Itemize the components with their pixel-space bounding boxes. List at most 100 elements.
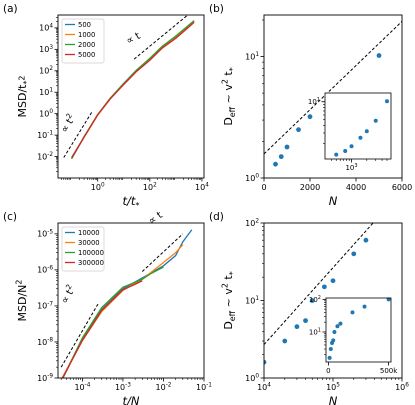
legend-entry: 100000 xyxy=(78,249,104,257)
legend-entry: 2000 xyxy=(78,41,95,49)
inset-data-point xyxy=(349,144,354,149)
panel-c-y-tick-label: 10-9 xyxy=(37,373,53,382)
inset-b-y-tick-label: 101 xyxy=(308,97,320,106)
inset-data-point xyxy=(343,148,348,153)
legend: 10000 30000 100000 300000 xyxy=(61,226,105,272)
legend-entry: 30000 xyxy=(78,239,100,247)
data-point xyxy=(330,278,336,284)
data-point xyxy=(363,237,369,243)
legend-box xyxy=(61,18,105,64)
panel-c-x-tick-label: 10-2 xyxy=(156,383,172,392)
panel-d: 104 105 106 100 101 102 N Deff ~ v2 t* (d) 0 500k 1… xyxy=(209,211,409,405)
panel-letter: (a) xyxy=(3,3,18,15)
panel-c-y-tick-label: 10-8 xyxy=(37,337,53,346)
panel-c-plot-area xyxy=(60,229,193,378)
legend: 500 1000 2000 5000 xyxy=(61,18,105,64)
panel-a-y-tick-label: 10-1 xyxy=(37,131,53,140)
y-axis-label: Deff ~ v2 t* xyxy=(220,67,237,125)
inset-frame xyxy=(325,297,392,363)
inset-data-point xyxy=(335,324,340,329)
inset-frame xyxy=(324,92,392,160)
panel-a-y-tick-label: 10-2 xyxy=(37,152,53,161)
inset-d-x-tick-label: 500k xyxy=(380,367,398,375)
panel-b-frame xyxy=(263,14,403,179)
panel-c-y-tick-label: 10-5 xyxy=(37,229,53,238)
panel-d-y-tick-label: 102 xyxy=(245,218,259,227)
inset-data-point xyxy=(332,329,337,334)
panel-b-x-tick-label: 2000 xyxy=(300,183,320,192)
y-axis-label: MSD/N2 xyxy=(14,280,29,322)
legend-entry: 5000 xyxy=(78,51,95,59)
legend-entry: 10000 xyxy=(78,229,100,237)
guide-line-t2 xyxy=(60,302,99,368)
panel-a-frame xyxy=(57,14,205,179)
panel-d-x-tick-label: 105 xyxy=(326,383,340,392)
x-axis-label: t/N xyxy=(123,394,140,405)
panel-b-x-tick-label: 0 xyxy=(261,183,266,192)
guide-line-t xyxy=(133,15,189,60)
guide-line-t xyxy=(141,233,184,272)
inset-data-point xyxy=(338,321,343,326)
data-point xyxy=(307,114,313,120)
data-point xyxy=(264,359,267,365)
panel-b-x-tick-label: 4000 xyxy=(346,183,366,192)
panel-c-x-tick-label: 10-4 xyxy=(74,383,90,392)
panel-letter: (c) xyxy=(3,211,17,223)
x-axis-label: t/t* xyxy=(122,194,139,210)
panel-d-plot-area xyxy=(264,223,374,365)
annotation-label: ∝ t2 xyxy=(56,112,78,135)
panel-d-y-tick-label: 101 xyxy=(245,296,259,305)
data-point xyxy=(278,154,284,160)
inset-data-point xyxy=(364,129,369,134)
inset-data-point xyxy=(334,152,339,157)
panel-b-y-tick-label: 101 xyxy=(245,52,259,61)
inset-data-point xyxy=(373,118,378,123)
panel-c-x-tick-label: 10-3 xyxy=(115,383,131,392)
data-point xyxy=(282,338,288,344)
data-point xyxy=(309,298,315,303)
panel-b-y-tick-label: 100 xyxy=(245,173,259,182)
fit-guide-line xyxy=(264,20,402,155)
panel-b-x-tick-label: 6000 xyxy=(392,183,412,192)
inset-data-point xyxy=(362,304,367,309)
legend-entry: 300000 xyxy=(78,259,104,267)
data-point xyxy=(351,251,357,257)
inset-d: 0 500k 101 102 xyxy=(309,295,398,375)
data-point xyxy=(284,144,290,150)
inset-d-x-tick-label: 0 xyxy=(326,367,330,375)
panel-d-y-tick-label: 100 xyxy=(245,373,259,382)
legend-entry: 1000 xyxy=(78,31,95,39)
inset-b: 103 101 xyxy=(308,92,392,172)
panel-a-y-tick-label: 101 xyxy=(39,88,53,97)
panel-a-y-tick-label: 103 xyxy=(39,45,53,54)
data-point xyxy=(321,284,327,290)
inset-b-x-tick-label: 103 xyxy=(345,163,357,172)
data-point xyxy=(273,161,278,167)
panel-d-x-tick-label: 104 xyxy=(257,383,271,392)
panel-a-plot-area xyxy=(63,15,195,159)
inset-data-point xyxy=(331,338,336,343)
inset-data-point xyxy=(328,347,333,352)
panel-a-x-tick-label: 102 xyxy=(143,183,157,192)
x-axis-label: N xyxy=(329,394,338,405)
panel-c-y-tick-label: 10-6 xyxy=(37,265,53,274)
data-point xyxy=(376,53,382,58)
series-line-5000 xyxy=(71,21,195,158)
fit-guide-line xyxy=(264,223,374,345)
panel-letter: (d) xyxy=(209,211,224,223)
panel-a-y-tick-label: 100 xyxy=(39,109,53,118)
inset-data-point xyxy=(384,99,389,104)
panel-a-y-tick-label: 104 xyxy=(39,23,53,32)
inset-data-point xyxy=(350,310,355,315)
panel-c-x-tick-label: 10-1 xyxy=(196,383,212,392)
annotation-label: ∝ t xyxy=(125,31,143,47)
data-point xyxy=(294,324,300,330)
data-point xyxy=(303,318,308,324)
series-line-100000 xyxy=(62,266,164,378)
panel-letter: (b) xyxy=(209,3,224,15)
x-axis-label: N xyxy=(329,194,338,208)
data-point xyxy=(296,127,301,133)
legend-entry: 500 xyxy=(78,21,91,29)
